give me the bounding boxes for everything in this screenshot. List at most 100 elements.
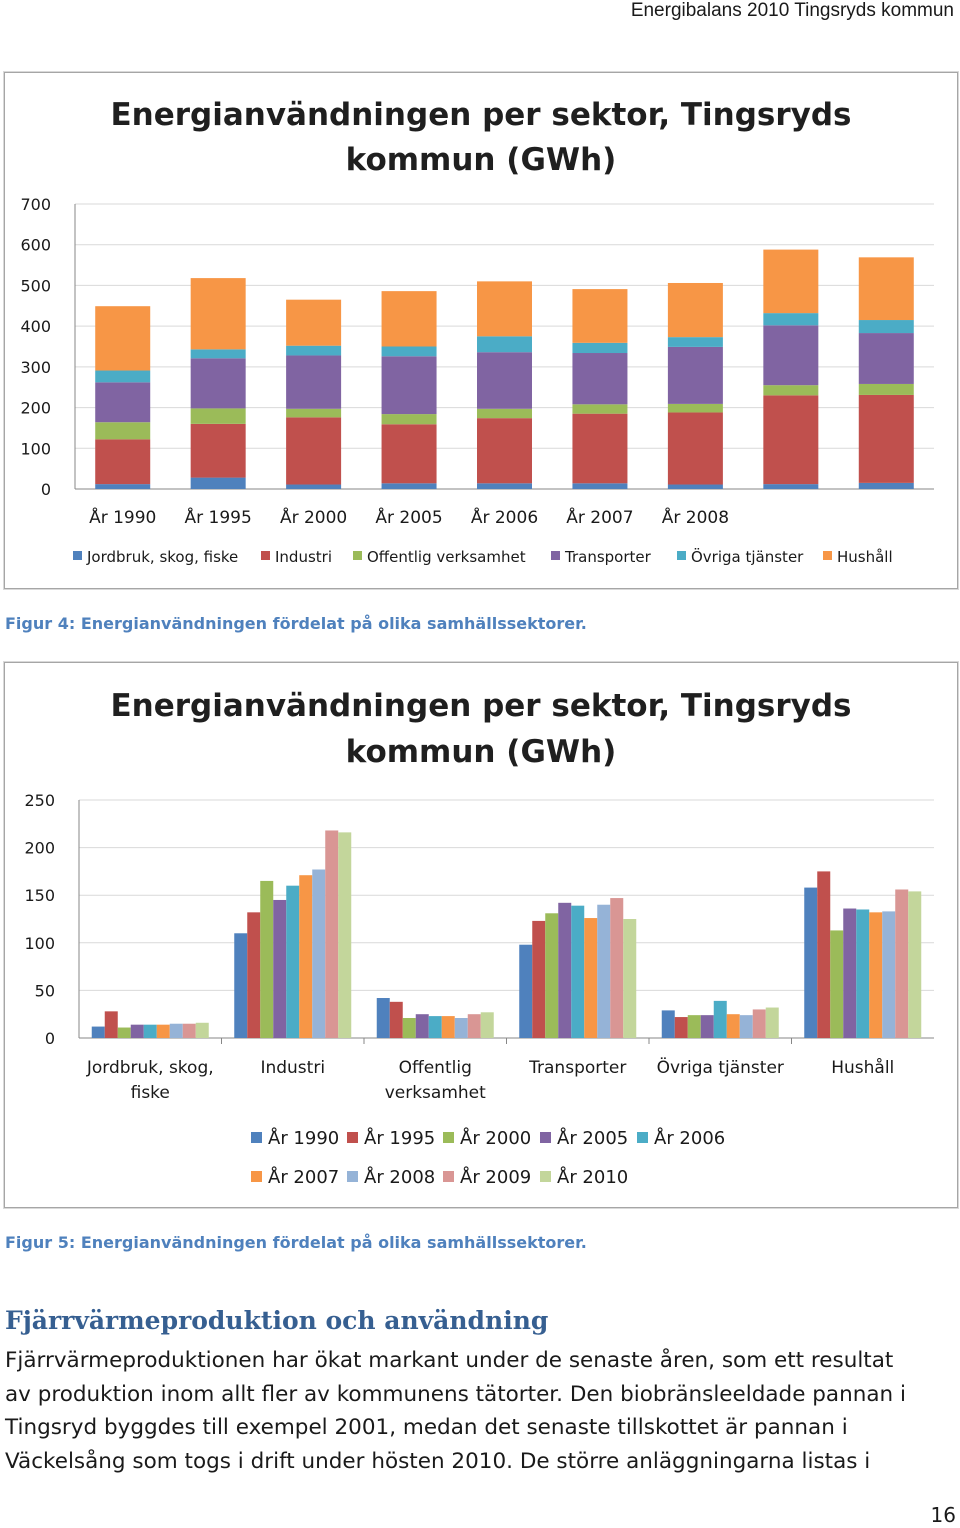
legend-label: Offentlig verksamhet	[367, 548, 526, 566]
bar	[726, 1014, 740, 1038]
bar	[895, 889, 909, 1038]
bar-segment	[381, 483, 437, 489]
bar	[700, 1015, 714, 1038]
chart-grouped-svg: Energianvändningen per sektor, Tingsryds…	[24, 688, 934, 1188]
bar-segment	[572, 353, 628, 405]
bar-segment	[286, 345, 342, 356]
bar	[571, 905, 585, 1038]
body-line: Väckelsång som togs i drift under hösten…	[5, 1448, 871, 1474]
y-tick-label: 50	[35, 981, 55, 1000]
legend-label: Hushåll	[837, 548, 893, 566]
bar	[415, 1014, 429, 1038]
bar-segment	[381, 424, 437, 484]
legend-swatch	[823, 551, 832, 560]
bar	[312, 869, 326, 1038]
x-category-label: Jordbruk, skog,	[86, 1058, 214, 1078]
y-tick-label: 100	[24, 934, 55, 953]
bar-segment	[381, 291, 437, 347]
legend-swatch	[347, 1132, 358, 1143]
legend-swatch	[443, 1132, 454, 1143]
bar-segment	[667, 282, 723, 338]
bar-segment	[763, 484, 819, 489]
page-number: 16	[930, 1503, 956, 1527]
bar	[454, 1018, 468, 1038]
bar-segment	[667, 412, 723, 485]
x-category-label: År 1995	[185, 506, 252, 528]
bar-segment	[190, 349, 246, 359]
bar	[584, 918, 598, 1038]
bar	[169, 1023, 183, 1038]
bar	[467, 1014, 481, 1038]
section-heading: Fjärrvärmeproduktion och användning	[5, 1306, 549, 1335]
bar	[195, 1022, 209, 1038]
chart-title: kommun (GWh)	[346, 734, 617, 770]
bar	[804, 887, 818, 1038]
bar-segment	[190, 358, 246, 409]
bar-segment	[572, 483, 628, 489]
bar-segment	[572, 413, 628, 484]
bar-segment	[95, 422, 151, 440]
bar	[130, 1024, 144, 1038]
y-tick-label: 250	[24, 791, 55, 810]
bar-segment	[858, 394, 914, 483]
y-tick-label: 0	[41, 480, 51, 499]
bar	[299, 875, 313, 1038]
bar	[739, 1015, 753, 1038]
bar	[830, 930, 844, 1038]
figure-5-caption: Figur 5: Energianvändningen fördelat på …	[5, 1233, 587, 1252]
bar	[610, 898, 624, 1038]
x-category-label: fiske	[131, 1083, 170, 1103]
bar	[843, 908, 857, 1038]
legend-label: Jordbruk, skog, fiske	[86, 548, 238, 566]
legend-swatch	[443, 1171, 454, 1182]
y-tick-label: 300	[20, 358, 51, 377]
figure-4-caption: Figur 4: Energianvändningen fördelat på …	[5, 614, 587, 633]
legend-swatch	[347, 1171, 358, 1182]
bar	[247, 912, 261, 1038]
bar	[623, 919, 637, 1038]
bar-segment	[286, 299, 342, 346]
y-tick-label: 700	[20, 195, 51, 214]
bar-segment	[286, 355, 342, 409]
bar-segment	[381, 414, 437, 425]
x-category-label: Hushåll	[831, 1057, 894, 1078]
bar	[908, 891, 922, 1038]
bar	[104, 1011, 118, 1038]
bar-segment	[381, 356, 437, 415]
bar	[376, 998, 390, 1038]
legend-swatch	[551, 551, 560, 560]
bar	[519, 944, 533, 1038]
bar-segment	[477, 336, 532, 353]
bar-segment	[95, 439, 151, 485]
chart-title: kommun (GWh)	[346, 142, 617, 178]
bar-segment	[858, 320, 914, 334]
chart-stacked-svg: Energianvändningen per sektor, Tingsryds…	[20, 97, 934, 566]
legend-label: År 2008	[364, 1166, 435, 1188]
bar-segment	[572, 404, 628, 414]
bar-segment	[572, 289, 628, 343]
bar	[856, 909, 870, 1038]
bar	[480, 1012, 494, 1038]
legend-swatch	[677, 551, 686, 560]
y-tick-label: 400	[20, 317, 51, 336]
bar	[532, 920, 546, 1038]
legend-label: År 1990	[268, 1127, 339, 1149]
bar	[117, 1027, 131, 1038]
x-category-label: verksamhet	[385, 1083, 486, 1103]
bar	[325, 830, 339, 1038]
bar-segment	[95, 484, 151, 489]
chart-title: Energianvändningen per sektor, Tingsryds	[110, 97, 851, 133]
legend-swatch	[637, 1132, 648, 1143]
bar-segment	[572, 342, 628, 354]
x-category-label: Industri	[260, 1058, 325, 1078]
legend-swatch	[73, 551, 82, 560]
bar	[713, 1000, 727, 1038]
y-tick-label: 100	[20, 439, 51, 458]
bar	[558, 902, 572, 1038]
bar	[817, 871, 831, 1038]
bar-segment	[477, 352, 532, 409]
bar-segment	[95, 370, 151, 383]
bar	[286, 885, 300, 1038]
x-category-label: År 1990	[89, 506, 156, 528]
bar	[156, 1024, 170, 1038]
